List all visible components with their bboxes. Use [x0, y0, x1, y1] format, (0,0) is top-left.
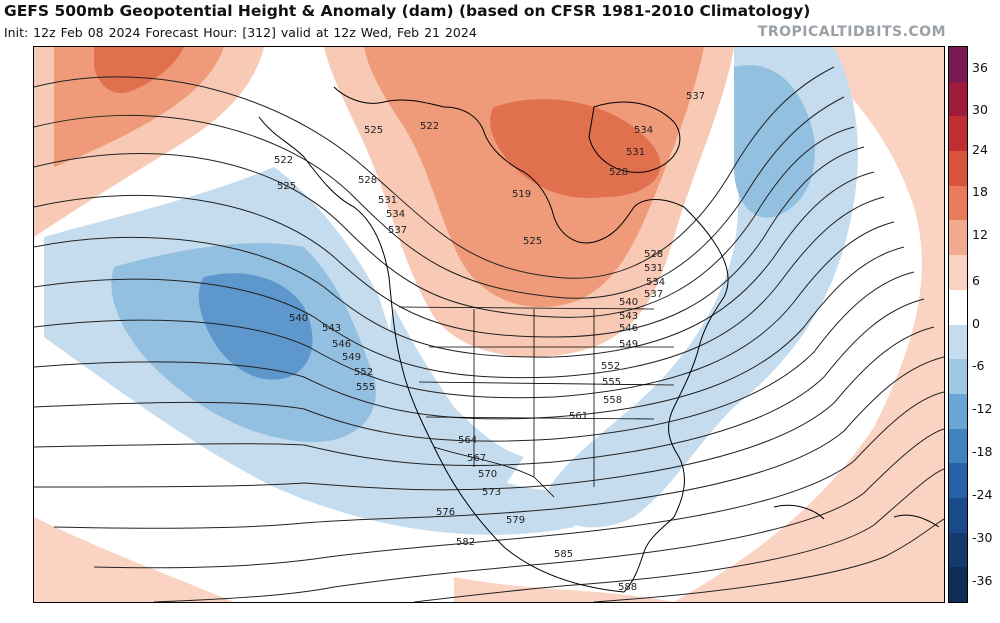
site-watermark: TROPICALTIDBITS.COM: [757, 24, 946, 40]
colorbar-segment: [949, 151, 967, 187]
contour-label: 582: [456, 537, 475, 548]
chart-title: GEFS 500mb Geopotential Height & Anomaly…: [4, 2, 811, 20]
anomaly-cool-atlantic-mid: [734, 65, 815, 218]
contour-label: 561: [569, 411, 588, 422]
contour-label: 534: [646, 277, 665, 288]
contour-label: 558: [603, 395, 622, 406]
contour-label: 540: [619, 297, 638, 308]
anomaly-warm-pacific-dark: [94, 47, 184, 94]
colorbar-tick-label: 24: [972, 142, 988, 157]
contour-label: 543: [322, 323, 341, 334]
contour-label: 537: [388, 225, 407, 236]
contour-label: 540: [289, 313, 308, 324]
contour-label: 525: [523, 236, 542, 247]
contour-label: 537: [686, 91, 705, 102]
contour-label: 588: [618, 582, 637, 593]
contour-label: 585: [554, 549, 573, 560]
contour-label: 567: [467, 453, 486, 464]
contour-label: 534: [634, 125, 653, 136]
contour-label: 570: [478, 469, 497, 480]
anomaly-cool-pacific-dark: [198, 273, 313, 380]
colorbar-tick-label: 12: [972, 227, 988, 242]
colorbar-tick-label: 18: [972, 184, 988, 199]
contour-label: 555: [602, 377, 621, 388]
height-contours: [34, 66, 944, 602]
contour-label: 531: [378, 195, 397, 206]
anomaly-cool-west-us: [390, 307, 524, 487]
colorbar-tick-label: -18: [972, 444, 993, 459]
contour-label: 555: [356, 382, 375, 393]
contour-label: 537: [644, 289, 663, 300]
colorbar-segment: [949, 324, 967, 360]
colorbar-segment: [949, 497, 967, 534]
colorbar-segment: [949, 81, 967, 117]
colorbar-tick-label: -36: [972, 573, 993, 588]
contour-label: 573: [482, 487, 501, 498]
contour-label: 552: [354, 367, 373, 378]
colorbar-segment: [949, 220, 967, 256]
contour-label: 549: [342, 352, 361, 363]
anomaly-warm-atlantic: [674, 47, 944, 602]
contour-label: 534: [386, 209, 405, 220]
colorbar-segment: [949, 47, 967, 83]
colorbar-segment: [949, 463, 967, 499]
contour-labels: 5225255225255285315345375195255285315345…: [274, 91, 705, 593]
contour-label: 531: [644, 263, 663, 274]
anomaly-warm-canada-dark: [490, 99, 661, 198]
contour-label: 531: [626, 147, 645, 158]
coastlines: [258, 86, 940, 593]
header: GEFS 500mb Geopotential Height & Anomaly…: [0, 0, 1000, 46]
contour-label: 543: [619, 311, 638, 322]
contour-label: 552: [601, 361, 620, 372]
political-borders: [398, 306, 675, 498]
colorbar-segment: [949, 255, 967, 291]
contour-label: 546: [332, 339, 351, 350]
contour-label: 564: [458, 435, 477, 446]
contour-label: 519: [512, 189, 531, 200]
colorbar-tick-label: -24: [972, 487, 993, 502]
anomaly-map: 5225255225255285315345375195255285315345…: [34, 47, 944, 602]
colorbar-segment: [949, 289, 967, 325]
contour-label: 576: [436, 507, 455, 518]
colorbar-segment: [949, 393, 967, 430]
colorbar-tick-label: -6: [972, 358, 985, 373]
valid-time-subtitle: Init: 12z Feb 08 2024 Forecast Hour: [31…: [4, 25, 477, 40]
contour-label: 546: [619, 323, 638, 334]
contour-label: 528: [358, 175, 377, 186]
contour-label: 522: [274, 155, 293, 166]
colorbar-segment: [949, 567, 967, 602]
contour-label: 525: [277, 181, 296, 192]
colorbar-segment: [949, 185, 967, 221]
colorbar-segment: [949, 116, 967, 152]
colorbar-segment: [949, 532, 967, 568]
colorbar-tick-label: -12: [972, 401, 993, 416]
colorbar-tick-label: 36: [972, 60, 988, 75]
colorbar-tick-label: 30: [972, 102, 988, 117]
map-panel: 522 525 522 525 528 531 534 537 519 525 528 531 534 5…: [33, 46, 945, 603]
anomaly-colorbar: [948, 46, 968, 603]
colorbar-segment: [949, 428, 967, 464]
colorbar-segment: [949, 359, 967, 395]
contour-label: 525: [364, 125, 383, 136]
anomaly-warm-south: [454, 577, 674, 602]
colorbar-tick-label: 6: [972, 273, 980, 288]
contour-label: 528: [644, 249, 663, 260]
colorbar-tick-label: -30: [972, 530, 993, 545]
contour-label: 528: [609, 167, 628, 178]
anomaly-warm-southwest: [34, 517, 234, 602]
contour-label: 522: [420, 121, 439, 132]
colorbar-tick-label: 0: [972, 316, 980, 331]
colorbar-labels: 36 30 24 18 12 6 0 -6 -12 -18 -24 -30 -36: [968, 46, 1000, 603]
contour-label: 579: [506, 515, 525, 526]
contour-label: 549: [619, 339, 638, 350]
